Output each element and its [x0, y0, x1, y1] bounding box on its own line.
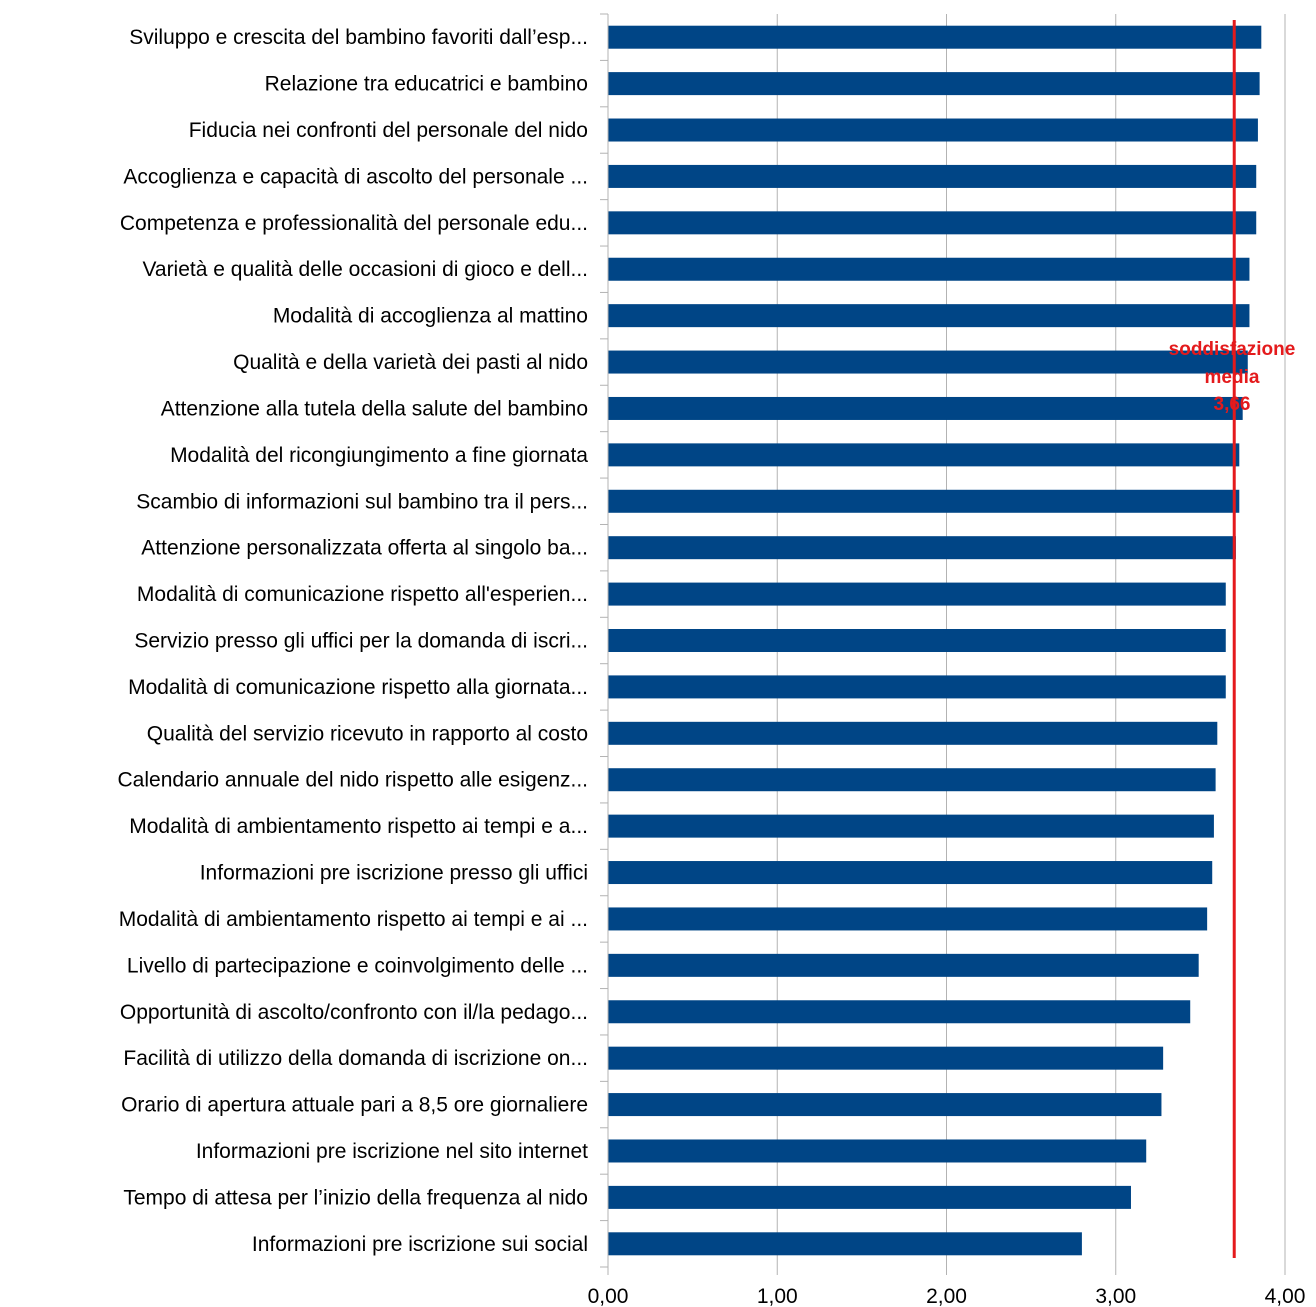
average-reference: soddisfazione media 3,66	[1169, 20, 1296, 1258]
bar	[608, 768, 1216, 792]
bar	[608, 164, 1257, 188]
category-label: Accoglienza e capacità di ascolto del pe…	[123, 165, 588, 188]
category-label: Servizio presso gli uffici per la domand…	[134, 630, 588, 653]
category-label: Modalità di comunicazione rispetto all'e…	[137, 583, 588, 606]
category-labels: Sviluppo e crescita del bambino favoriti…	[118, 26, 589, 1256]
category-label: Sviluppo e crescita del bambino favoriti…	[129, 26, 588, 49]
bar	[608, 814, 1214, 838]
bar	[608, 443, 1240, 467]
category-label: Tempo di attesa per l’inizio della frequ…	[123, 1186, 588, 1209]
bar	[608, 1000, 1191, 1024]
bar	[608, 211, 1257, 235]
category-label: Modalità di ambientamento rispetto ai te…	[129, 815, 588, 838]
x-tick-label: 3,00	[1095, 1285, 1136, 1307]
category-label: Modalità di ambientamento rispetto ai te…	[119, 908, 588, 931]
x-tick-label: 2,00	[926, 1285, 967, 1307]
bar	[608, 721, 1218, 745]
average-label: 3,66	[1214, 394, 1251, 415]
category-label: Modalità di accoglienza al mattino	[273, 305, 588, 328]
category-label: Qualità e della varietà dei pasti al nid…	[233, 351, 588, 374]
category-label: Relazione tra educatrici e bambino	[265, 73, 588, 96]
category-label: Orario di apertura attuale pari a 8,5 or…	[121, 1094, 588, 1117]
bar	[608, 1139, 1147, 1163]
category-label: Informazioni pre iscrizione sui social	[252, 1233, 588, 1256]
bar	[608, 1093, 1162, 1117]
average-label: soddisfazione	[1169, 339, 1296, 360]
category-label: Modalità del ricongiungimento a fine gio…	[170, 444, 588, 467]
category-label: Competenza e professionalità del persona…	[120, 212, 588, 235]
category-label: Calendario annuale del nido rispetto all…	[118, 769, 588, 792]
bar	[608, 1232, 1082, 1256]
average-label: media	[1205, 367, 1260, 388]
bar	[608, 257, 1250, 281]
bar	[608, 675, 1226, 699]
category-label: Varietà e qualità delle occasioni di gio…	[142, 258, 588, 281]
category-label: Facilità di utilizzo della domanda di is…	[123, 1047, 588, 1070]
bar	[608, 953, 1199, 977]
category-label: Attenzione alla tutela della salute del …	[161, 397, 588, 420]
bar	[608, 118, 1258, 142]
x-tick-label: 4,00	[1265, 1285, 1306, 1307]
bar	[608, 489, 1240, 513]
category-label: Fiducia nei confronti del personale del …	[189, 119, 588, 142]
category-label: Opportunità di ascolto/confronto con il/…	[120, 1001, 588, 1024]
bar	[608, 304, 1250, 328]
bar	[608, 25, 1262, 49]
value-axis: 0,00 1,00 2,00 3,00 4,00	[588, 13, 1306, 1307]
bar	[608, 396, 1243, 420]
bar	[608, 350, 1248, 374]
category-label: Qualità del servizio ricevuto in rapport…	[147, 722, 588, 745]
bar	[608, 907, 1208, 931]
x-tick-label: 1,00	[757, 1285, 798, 1307]
bar	[608, 1046, 1164, 1070]
category-label: Informazioni pre iscrizione nel sito int…	[196, 1140, 588, 1163]
bar	[608, 536, 1236, 560]
bar	[608, 861, 1213, 885]
x-tick-label: 0,00	[588, 1285, 629, 1307]
bar	[608, 582, 1226, 606]
bars	[608, 25, 1262, 1256]
bar	[608, 72, 1260, 96]
bar	[608, 629, 1226, 652]
category-label: Scambio di informazioni sul bambino tra …	[136, 490, 588, 513]
bar	[608, 1185, 1131, 1209]
category-label: Attenzione personalizzata offerta al sin…	[141, 537, 588, 560]
category-label: Modalità di comunicazione rispetto alla …	[128, 676, 588, 699]
category-label: Livello di partecipazione e coinvolgimen…	[127, 954, 588, 977]
category-label: Informazioni pre iscrizione presso gli u…	[200, 862, 588, 885]
